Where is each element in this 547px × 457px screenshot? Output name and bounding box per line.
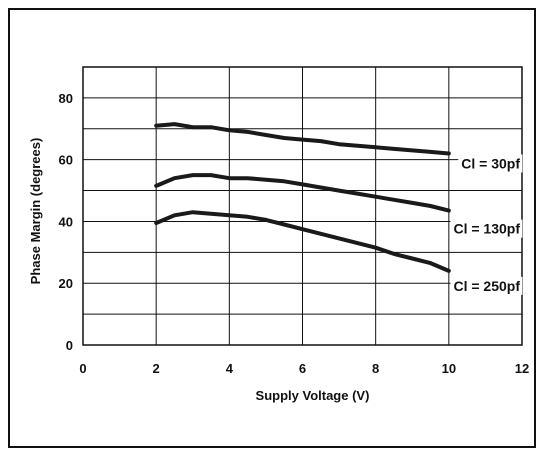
series-line bbox=[154, 122, 451, 156]
series-label-background bbox=[450, 276, 523, 295]
chart-frame bbox=[8, 8, 536, 448]
x-tick-label: 4 bbox=[226, 361, 234, 376]
x-tick-label: 8 bbox=[372, 361, 379, 376]
x-tick-label: 10 bbox=[442, 361, 456, 376]
series-label-background bbox=[458, 154, 523, 173]
series-label: Cl = 250pf bbox=[453, 278, 520, 294]
y-tick-label: 60 bbox=[59, 153, 73, 168]
series-labels: Cl = 30pf Cl = 130pf Cl = 250pf bbox=[450, 154, 523, 295]
series-line bbox=[154, 210, 451, 273]
x-tick-label: 6 bbox=[299, 361, 306, 376]
tick-labels: 0 2 4 6 8 10 12 0 20 40 60 80 bbox=[59, 91, 530, 376]
x-tick-label: 12 bbox=[515, 361, 529, 376]
series-line bbox=[154, 173, 451, 213]
x-axis-title: Supply Voltage (V) bbox=[256, 388, 370, 403]
y-tick-label: 40 bbox=[59, 214, 73, 229]
x-tick-label: 2 bbox=[153, 361, 160, 376]
series-lines bbox=[154, 122, 451, 273]
series-label-background bbox=[450, 219, 523, 238]
y-tick-label: 20 bbox=[59, 276, 73, 291]
grid bbox=[82, 66, 523, 346]
y-tick-label: 0 bbox=[66, 338, 73, 353]
y-axis-title: Phase Margin (degrees) bbox=[28, 138, 43, 285]
series-label: Cl = 30pf bbox=[461, 155, 520, 171]
series-label: Cl = 130pf bbox=[453, 221, 520, 237]
x-tick-label: 0 bbox=[79, 361, 86, 376]
y-tick-label: 80 bbox=[59, 91, 73, 106]
